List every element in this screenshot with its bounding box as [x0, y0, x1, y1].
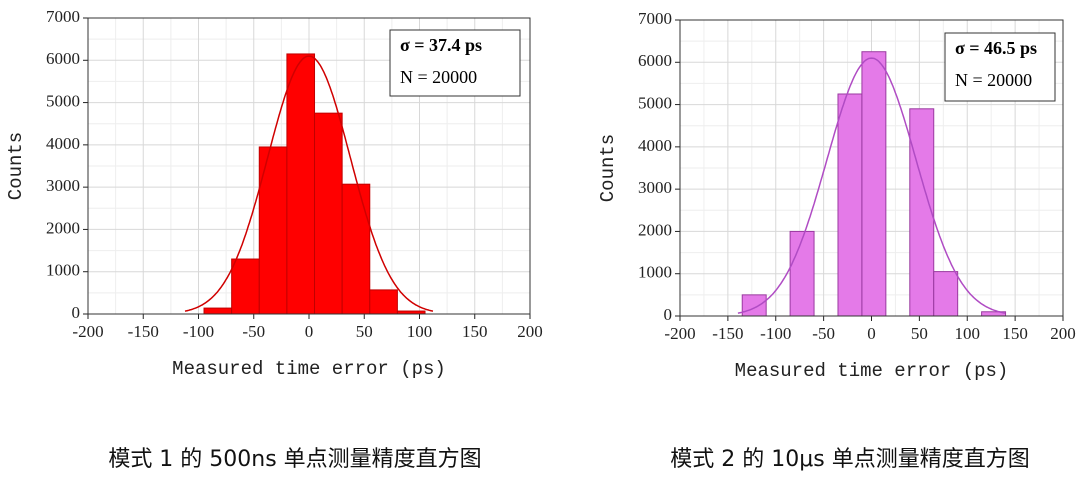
- x-tick-label: -50: [812, 324, 835, 343]
- y-tick-label: 6000: [46, 49, 80, 68]
- bar: [286, 53, 316, 315]
- bar: [789, 230, 815, 317]
- x-tick-label: -50: [242, 322, 265, 341]
- plot-frame: [679, 19, 1064, 317]
- chart: -200 -150 -100 -50 0 50 100 150 2000100020003000…: [5, 7, 543, 472]
- bar: [909, 108, 935, 317]
- y-tick-label: 1000: [46, 261, 80, 280]
- x-axis-label: Measured time error (ps): [735, 360, 1009, 382]
- x-tick-label: -200: [72, 322, 103, 341]
- x-tick-label: 200: [517, 322, 543, 341]
- y-tick-label: 0: [72, 303, 81, 322]
- y-tick-label: 7000: [638, 9, 672, 28]
- bar: [741, 294, 767, 317]
- x-tick-label: 150: [462, 322, 488, 341]
- y-tick-label: 7000: [46, 7, 80, 26]
- x-tick-label: 0: [305, 322, 314, 341]
- bar: [314, 112, 343, 315]
- x-axis-label: Measured time error (ps): [172, 358, 446, 380]
- x-tick-label: -200: [664, 324, 695, 343]
- x-tick-label: 50: [911, 324, 928, 343]
- x-tick-label: -150: [128, 322, 159, 341]
- x-tick-label: -150: [712, 324, 743, 343]
- annotation-box: [389, 29, 521, 97]
- y-tick-label: 3000: [638, 178, 672, 197]
- y-tick-label: 4000: [638, 136, 672, 155]
- y-tick-label: 2000: [638, 220, 672, 239]
- x-tick-label: 200: [1050, 324, 1076, 343]
- y-tick-label: 2000: [46, 218, 80, 237]
- y-axis-label: Counts: [5, 132, 27, 200]
- annotation-box: [944, 32, 1056, 102]
- y-axis-label: Counts: [597, 134, 619, 202]
- bar: [837, 93, 863, 317]
- x-tick-label: -100: [760, 324, 791, 343]
- caption: 模式 1 的 500ns 单点测量精度直方图: [108, 447, 481, 472]
- x-tick-label: 50: [356, 322, 373, 341]
- y-tick-label: 5000: [638, 93, 672, 112]
- annotation: σ = 37.4 ps: [400, 35, 482, 55]
- y-tick-label: 6000: [638, 51, 672, 70]
- chart: -200 -150 -100 -50 0 50 100 150 2000100020003000…: [597, 9, 1076, 472]
- y-tick-label: 5000: [46, 91, 80, 110]
- bar: [231, 258, 260, 315]
- bar: [861, 51, 887, 317]
- plot-frame: [87, 17, 531, 315]
- x-tick-label: 0: [867, 324, 876, 343]
- y-tick-label: 0: [664, 305, 673, 324]
- y-tick-label: 4000: [46, 134, 80, 153]
- bar: [203, 307, 233, 315]
- x-tick-label: 100: [955, 324, 981, 343]
- annotation: N = 20000: [400, 67, 477, 87]
- bar: [933, 271, 959, 317]
- annotation: σ = 46.5 ps: [955, 38, 1037, 58]
- x-tick-label: -100: [183, 322, 214, 341]
- x-tick-label: 150: [1002, 324, 1028, 343]
- fit-curve: [184, 55, 434, 312]
- bar: [369, 289, 398, 315]
- bar: [341, 183, 371, 315]
- x-tick-label: 100: [407, 322, 433, 341]
- fit-curve: [737, 57, 1006, 314]
- y-tick-label: 3000: [46, 176, 80, 195]
- caption: 模式 2 的 10μs 单点测量精度直方图: [670, 447, 1029, 472]
- annotation: N = 20000: [955, 70, 1032, 90]
- y-tick-label: 1000: [638, 263, 672, 282]
